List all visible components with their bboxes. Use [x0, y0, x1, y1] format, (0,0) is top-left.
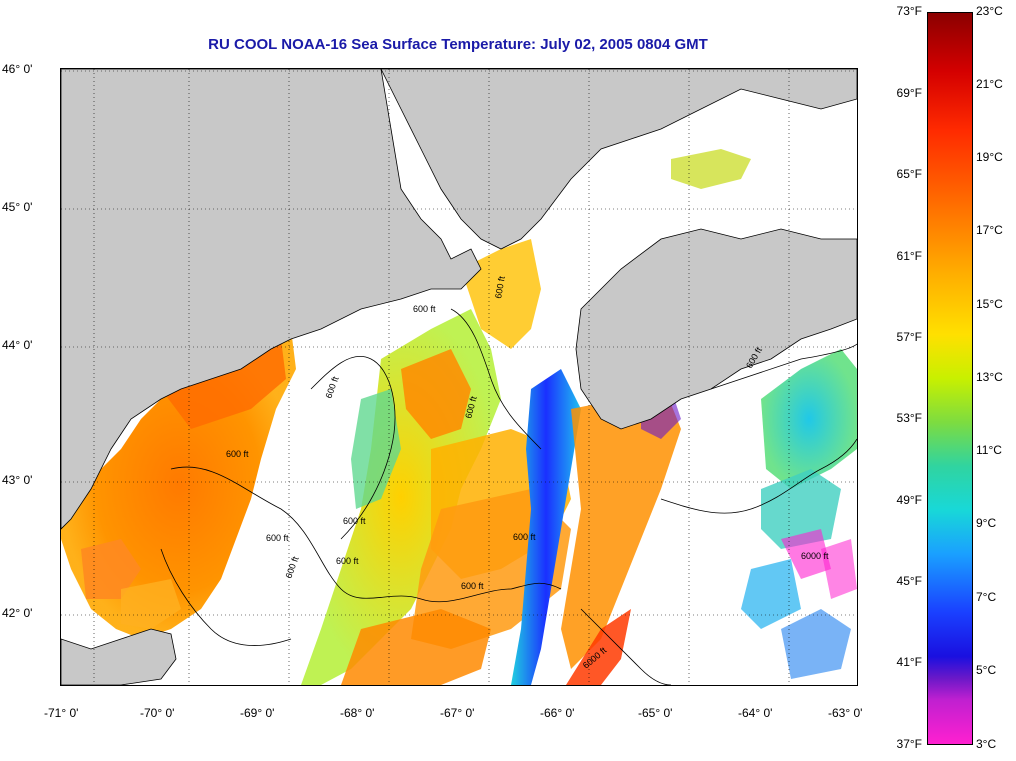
colorbar-c-label: 15°C [976, 297, 1003, 311]
colorbar-c-label: 7°C [976, 590, 997, 604]
sst-map-canvas: 600 ft 600 ft 600 ft 600 ft 600 ft 600 f… [61, 69, 857, 685]
contour-label: 600 ft [513, 532, 536, 542]
depth-contours [160, 308, 857, 685]
colorbar-f-label: 37°F [896, 737, 922, 751]
graticule [61, 69, 857, 685]
contour-label: 600 ft [283, 555, 300, 580]
colorbar-c-label: 23°C [976, 4, 1003, 18]
colorbar-f-label: 65°F [896, 167, 922, 181]
colorbar-f-label: 69°F [896, 86, 922, 100]
contour-label: 600 ft [461, 581, 484, 591]
contour-label: 600 ft [413, 304, 436, 314]
contour-label: 6000 ft [801, 551, 829, 561]
colorbar-c-label: 11°C [976, 443, 1002, 457]
colorbar-f-label: 41°F [896, 655, 922, 669]
contour-label: 600 ft [226, 449, 249, 459]
colorbar-f-label: 53°F [896, 411, 922, 425]
contour-label: 600 ft [343, 516, 366, 526]
colorbar-c-label: 13°C [976, 370, 1003, 384]
colorbar-f-label: 49°F [896, 493, 922, 507]
colorbar-c-label: 5°C [976, 663, 997, 677]
contour-label: 600 ft [336, 556, 359, 566]
longitude-label: -64° 0' [738, 706, 773, 720]
longitude-label: -69° 0' [240, 706, 275, 720]
longitude-label: -71° 0' [44, 706, 79, 720]
temperature-colorbar [927, 12, 973, 745]
longitude-label: -67° 0' [440, 706, 475, 720]
sst-map: 600 ft 600 ft 600 ft 600 ft 600 ft 600 f… [60, 68, 858, 686]
colorbar-f-label: 57°F [896, 330, 922, 344]
land [61, 69, 857, 685]
colorbar-c-label: 17°C [976, 223, 1003, 237]
longitude-label: -63° 0' [828, 706, 863, 720]
longitude-label: -66° 0' [540, 706, 575, 720]
map-title: RU COOL NOAA-16 Sea Surface Temperature:… [208, 36, 708, 53]
latitude-label: 44° 0' [2, 338, 33, 352]
latitude-label: 45° 0' [2, 200, 33, 214]
longitude-label: -70° 0' [140, 706, 175, 720]
contour-label: 600 ft [266, 533, 289, 543]
colorbar-c-label: 3°C [976, 737, 997, 751]
colorbar-c-label: 9°C [976, 516, 997, 530]
colorbar-c-label: 19°C [976, 150, 1003, 164]
colorbar-f-label: 45°F [896, 574, 922, 588]
latitude-label: 42° 0' [2, 606, 33, 620]
colorbar-f-label: 61°F [896, 249, 922, 263]
colorbar-c-label: 21°C [976, 77, 1003, 91]
latitude-label: 46° 0' [2, 62, 33, 76]
longitude-label: -65° 0' [638, 706, 673, 720]
latitude-label: 43° 0' [2, 473, 33, 487]
contour-label: 600 ft [493, 275, 507, 299]
sst-field [61, 94, 857, 685]
contour-label: 600 ft [323, 375, 340, 400]
longitude-label: -68° 0' [340, 706, 375, 720]
colorbar-f-label: 73°F [896, 4, 922, 18]
